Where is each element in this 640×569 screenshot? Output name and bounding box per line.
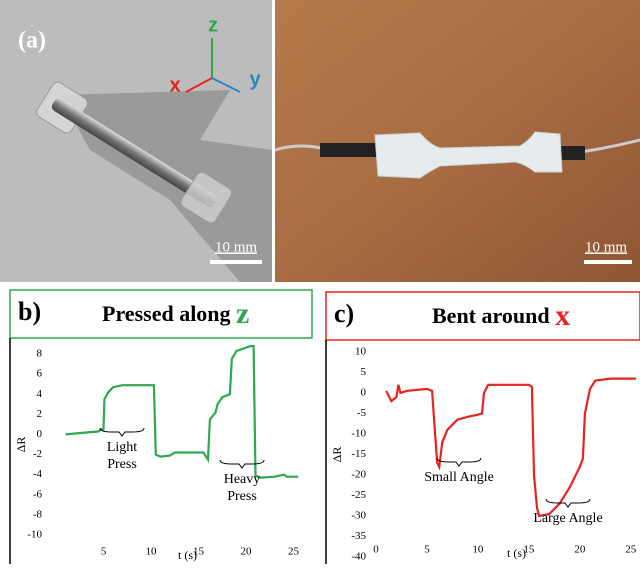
y-axis-label: ΔR — [330, 447, 344, 463]
bracket — [545, 498, 591, 508]
y-tick-label: 2 — [37, 408, 43, 420]
y-tick-label: -15 — [351, 448, 366, 460]
axis-x: x — [169, 74, 180, 96]
axes-triad — [185, 38, 241, 93]
y-tick-label: -30 — [351, 510, 366, 522]
tube — [320, 143, 380, 157]
x-tick-label: 20 — [574, 544, 586, 556]
y-tick-label: -10 — [351, 428, 366, 440]
x-tick-label: 0 — [373, 544, 379, 556]
y-tick-label: -6 — [33, 488, 43, 500]
y-tick-label: 10 — [355, 346, 367, 358]
y-tick-label: -20 — [351, 469, 366, 481]
sensor-render — [36, 81, 233, 224]
chart-title: Pressed along z — [102, 297, 249, 330]
y-tick-label: 5 — [361, 366, 367, 378]
y-tick-label: 8 — [37, 348, 43, 360]
photo-bg — [275, 0, 640, 282]
y-tick-label: -8 — [33, 508, 43, 520]
scale-label: 10 mm — [215, 239, 257, 255]
y-tick-label: -4 — [33, 468, 43, 480]
chart-title-axis: z — [236, 297, 249, 330]
annotation: Press — [107, 457, 137, 472]
bracket — [436, 457, 482, 467]
x-tick-label: 15 — [193, 546, 205, 558]
y-tick-label: 0 — [361, 387, 367, 399]
x-tick-label: 20 — [241, 546, 253, 558]
x-axis-label: t (s) — [507, 546, 526, 560]
annotation: Heavy — [224, 472, 261, 487]
y-axis-label: ΔR — [14, 437, 28, 453]
x-tick-label: 25 — [288, 546, 300, 558]
y-tick-label: -2 — [33, 448, 42, 460]
annotation: Large Angle — [533, 511, 602, 526]
sensor-photo — [374, 131, 563, 179]
x-tick-label: 5 — [424, 544, 430, 556]
tube — [555, 146, 585, 160]
y-tick-label: -35 — [351, 530, 366, 542]
scale-label: 10 mm — [585, 239, 627, 255]
x-tick-label: 10 — [472, 544, 484, 556]
y-tick-label: 4 — [37, 388, 43, 400]
panel-label: (a) — [18, 28, 46, 54]
panel-header — [9, 289, 313, 339]
data-line — [385, 377, 636, 518]
chart-title-axis: x — [555, 299, 570, 332]
data-line — [65, 344, 299, 479]
panel-label: b) — [18, 297, 41, 326]
axis-z: z — [208, 14, 218, 36]
panel-header — [325, 291, 640, 341]
chart-title-text: Pressed along — [102, 301, 231, 326]
y-tick-label: -5 — [357, 407, 367, 419]
y-tick-label: -25 — [351, 489, 366, 501]
x-tick-label: 10 — [146, 546, 158, 558]
y-tick-label: 0 — [37, 428, 43, 440]
x-tick-label: 15 — [523, 544, 535, 556]
x-axis-label: t (s) — [178, 548, 197, 562]
x-tick-label: 5 — [101, 546, 107, 558]
y-tick-label: -40 — [351, 551, 366, 563]
chart-title-text: Bent around — [432, 303, 550, 328]
bracket — [219, 459, 265, 469]
annotation: Press — [227, 489, 257, 504]
y-tick-label: -10 — [27, 529, 42, 541]
panel-label: c) — [334, 299, 354, 328]
bracket — [99, 427, 145, 437]
x-tick-label: 25 — [625, 544, 637, 556]
axis-y: y — [249, 68, 261, 90]
annotation: Small Angle — [424, 470, 494, 485]
annotation: Light — [107, 440, 137, 455]
chart-title: Bent around x — [432, 299, 570, 332]
y-tick-label: 6 — [37, 368, 43, 380]
